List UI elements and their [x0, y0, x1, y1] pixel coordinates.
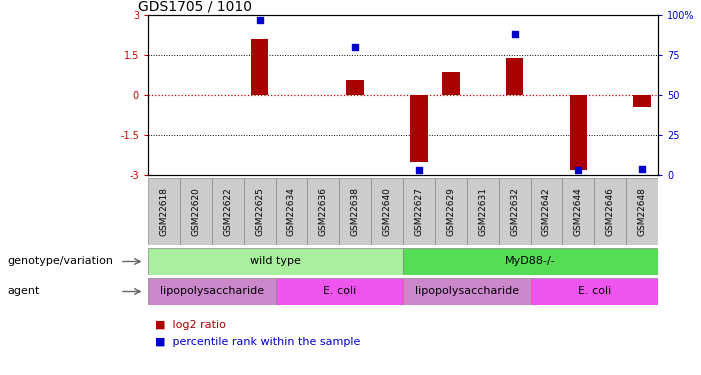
Text: GSM22629: GSM22629: [447, 187, 456, 236]
Text: GDS1705 / 1010: GDS1705 / 1010: [138, 0, 252, 14]
Text: GSM22640: GSM22640: [383, 187, 392, 236]
Text: E. coli: E. coli: [322, 286, 356, 297]
Bar: [562, 178, 594, 245]
Point: [254, 17, 265, 23]
Text: GSM22648: GSM22648: [638, 187, 646, 236]
Bar: [371, 178, 403, 245]
Text: GSM22632: GSM22632: [510, 187, 519, 236]
Text: GSM22618: GSM22618: [159, 187, 168, 236]
Bar: [346, 80, 364, 95]
Text: GSM22627: GSM22627: [414, 187, 423, 236]
Bar: [307, 178, 339, 245]
Bar: [403, 278, 531, 305]
Bar: [626, 178, 658, 245]
Text: ■  percentile rank within the sample: ■ percentile rank within the sample: [155, 337, 360, 347]
Bar: [498, 178, 531, 245]
Bar: [442, 72, 460, 95]
Text: MyD88-/-: MyD88-/-: [505, 256, 556, 267]
Point: [573, 167, 584, 173]
Text: GSM22631: GSM22631: [478, 187, 487, 236]
Bar: [403, 178, 435, 245]
Bar: [212, 178, 244, 245]
Text: GSM22625: GSM22625: [255, 187, 264, 236]
Bar: [506, 58, 524, 95]
Text: GSM22620: GSM22620: [191, 187, 200, 236]
Bar: [244, 178, 275, 245]
Point: [350, 44, 361, 50]
Bar: [275, 278, 403, 305]
Bar: [569, 95, 587, 170]
Point: [509, 31, 520, 37]
Bar: [435, 178, 467, 245]
Bar: [633, 95, 651, 107]
Bar: [275, 178, 307, 245]
Bar: [531, 178, 562, 245]
Text: genotype/variation: genotype/variation: [7, 256, 113, 267]
Bar: [531, 278, 658, 305]
Bar: [410, 95, 428, 162]
Text: agent: agent: [7, 286, 39, 297]
Text: GSM22636: GSM22636: [319, 187, 328, 236]
Bar: [339, 178, 371, 245]
Text: lipopolysaccharide: lipopolysaccharide: [160, 286, 264, 297]
Text: lipopolysaccharide: lipopolysaccharide: [415, 286, 519, 297]
Bar: [403, 248, 658, 275]
Text: ■  log2 ratio: ■ log2 ratio: [155, 320, 226, 330]
Bar: [148, 248, 403, 275]
Point: [414, 167, 425, 173]
Text: wild type: wild type: [250, 256, 301, 267]
Point: [637, 166, 648, 172]
Bar: [251, 39, 268, 95]
Text: GSM22622: GSM22622: [223, 187, 232, 236]
Bar: [594, 178, 626, 245]
Text: GSM22644: GSM22644: [574, 187, 583, 236]
Text: GSM22638: GSM22638: [350, 187, 360, 236]
Text: E. coli: E. coli: [578, 286, 611, 297]
Text: GSM22642: GSM22642: [542, 187, 551, 236]
Bar: [148, 278, 275, 305]
Bar: [467, 178, 498, 245]
Text: GSM22634: GSM22634: [287, 187, 296, 236]
Text: GSM22646: GSM22646: [606, 187, 615, 236]
Bar: [180, 178, 212, 245]
Bar: [148, 178, 180, 245]
